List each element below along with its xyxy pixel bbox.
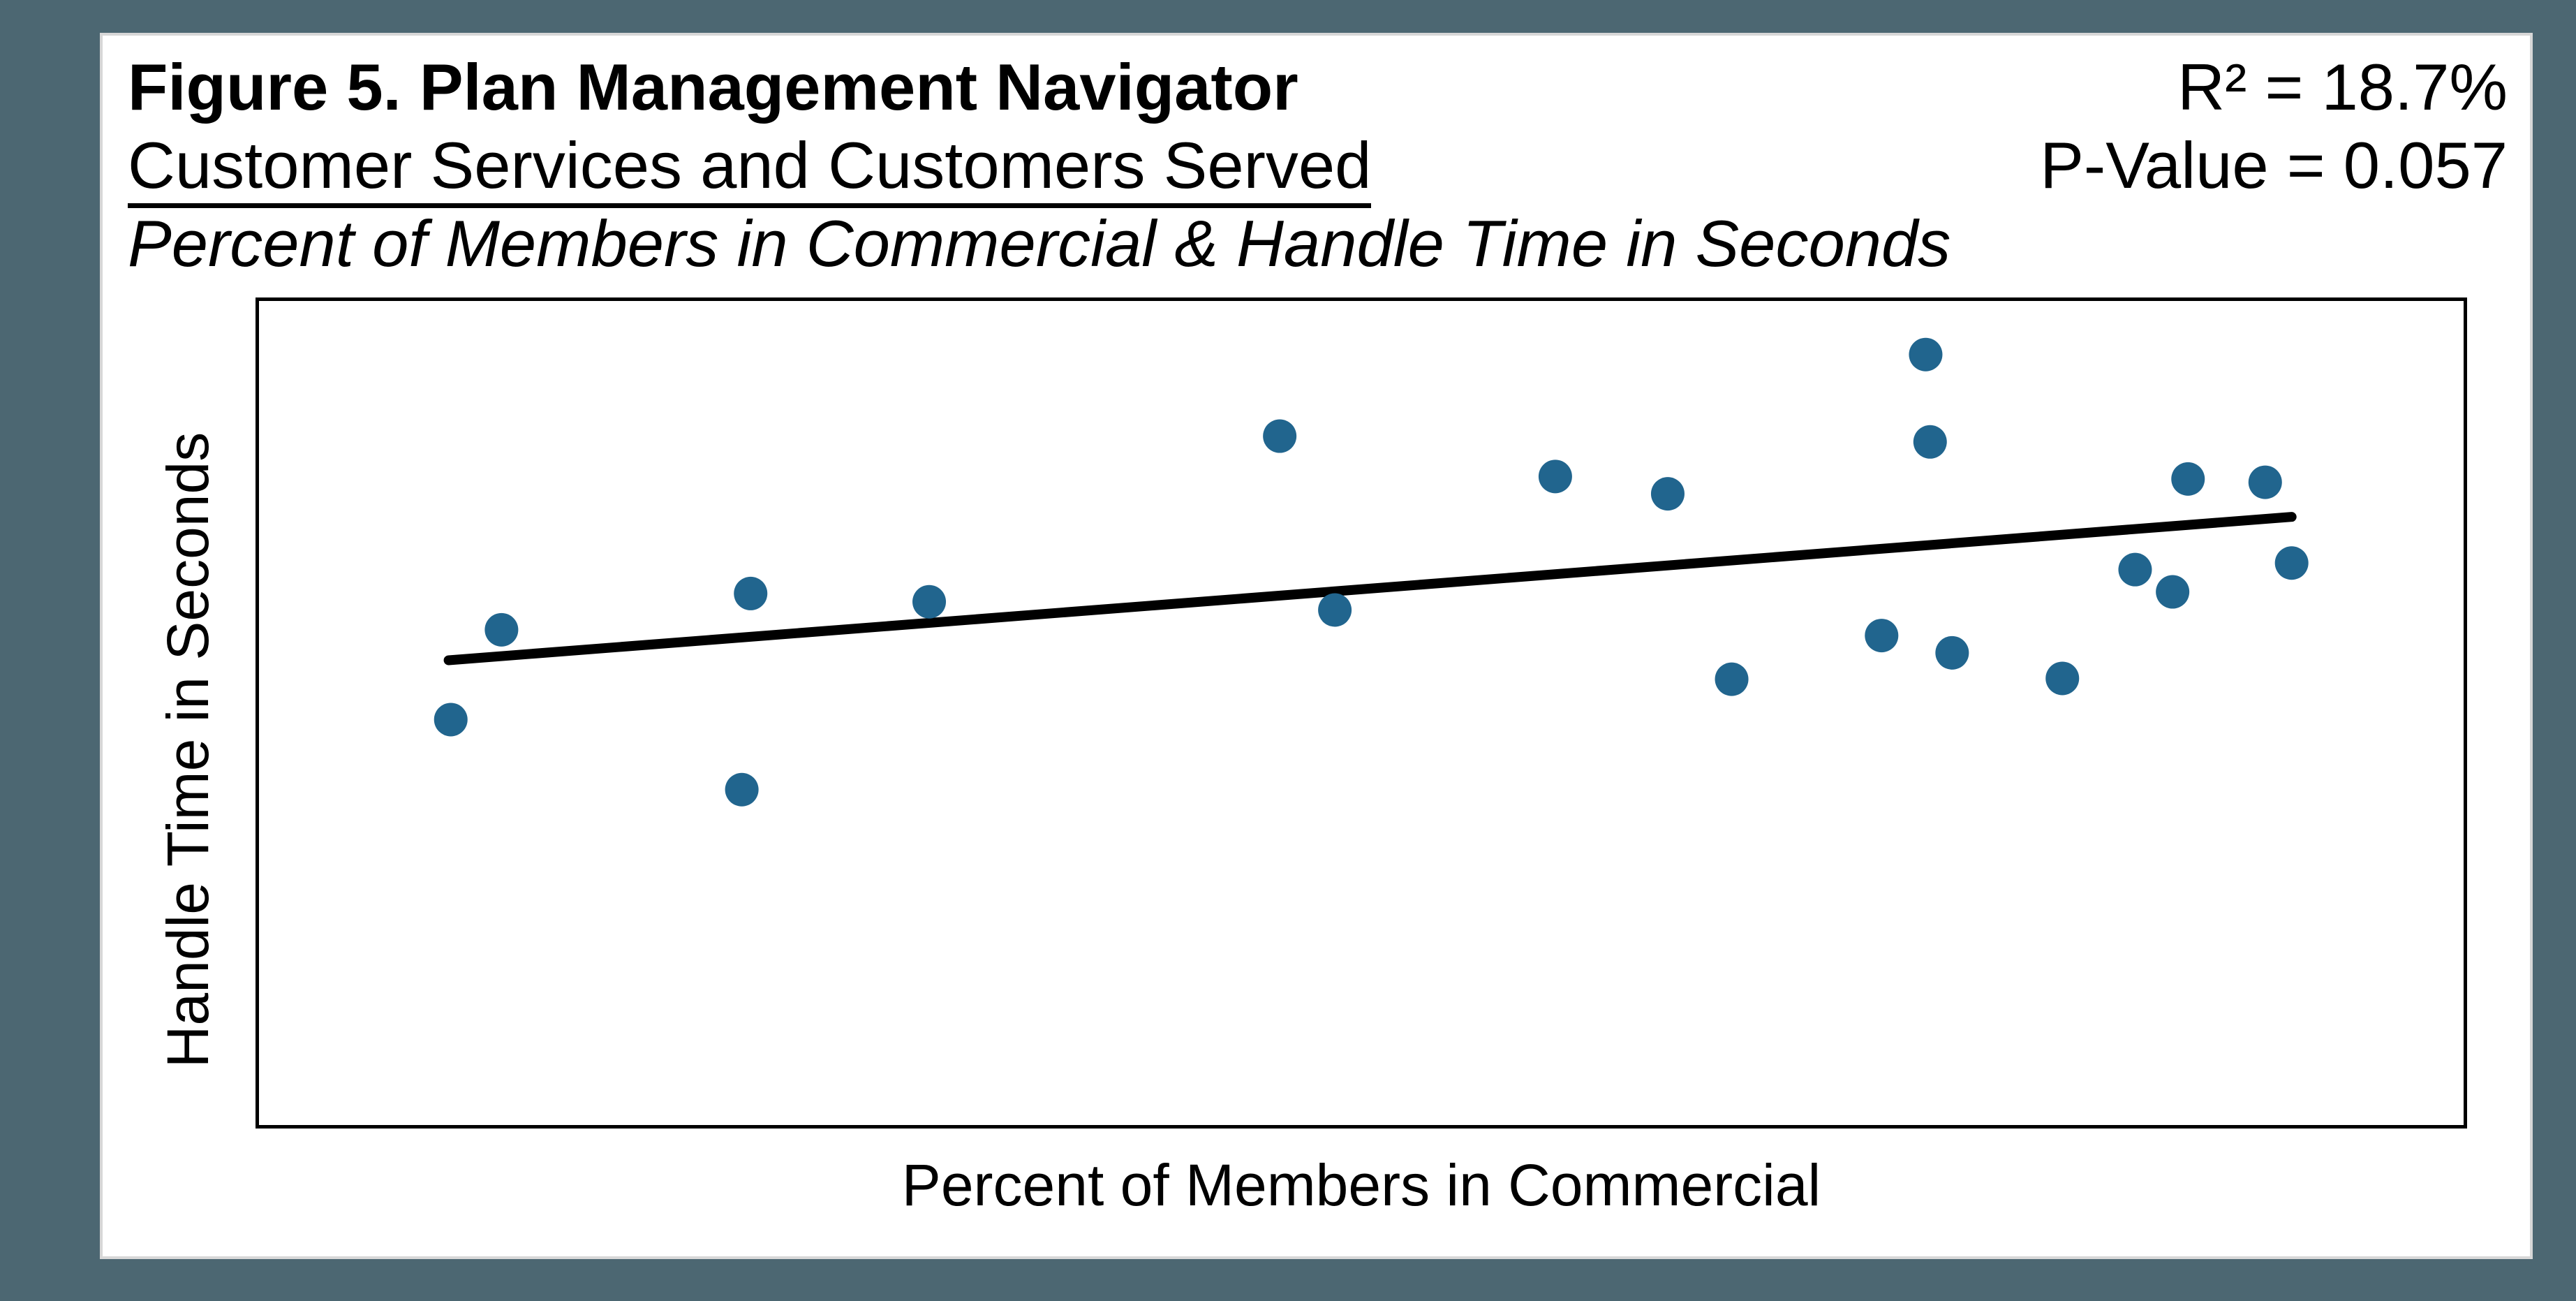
figure-title-block: Figure 5. Plan Management Navigator Cust… xyxy=(128,48,1950,283)
data-point xyxy=(2045,661,2080,696)
data-point xyxy=(725,772,759,807)
data-point xyxy=(1935,635,1969,670)
data-point xyxy=(1318,593,1352,627)
data-point xyxy=(1538,460,1572,494)
stats-block: R² = 18.7% P-Value = 0.057 xyxy=(2040,48,2508,205)
data-point xyxy=(434,703,468,737)
figure-variables-line: Percent of Members in Commercial & Handl… xyxy=(128,207,1951,280)
trend-line xyxy=(443,512,2297,666)
data-point xyxy=(484,612,519,647)
data-point xyxy=(2156,575,2190,609)
data-point xyxy=(1909,337,1943,372)
scatter-plot-svg xyxy=(434,337,2309,807)
data-point xyxy=(1865,619,1899,653)
data-point xyxy=(734,576,768,610)
r-squared-value: R² = 18.7% xyxy=(2177,50,2508,124)
figure-card: Figure 5. Plan Management Navigator Cust… xyxy=(100,33,2533,1259)
data-point xyxy=(1913,425,1947,459)
y-axis-label: Handle Time in Seconds xyxy=(155,432,221,1068)
data-point xyxy=(1263,419,1297,453)
data-point xyxy=(912,585,947,619)
data-point xyxy=(2118,552,2152,587)
data-point xyxy=(1650,477,1685,511)
figure-title: Figure 5. Plan Management Navigator xyxy=(128,50,1298,124)
data-point xyxy=(2274,546,2309,580)
data-point xyxy=(2248,465,2282,499)
data-point xyxy=(1715,662,1749,696)
data-point xyxy=(2171,462,2205,496)
x-axis-label: Percent of Members in Commercial xyxy=(901,1152,1821,1218)
p-value: P-Value = 0.057 xyxy=(2040,128,2508,202)
plot-area xyxy=(256,297,2467,1129)
figure-subtitle: Customer Services and Customers Served xyxy=(128,126,1950,208)
